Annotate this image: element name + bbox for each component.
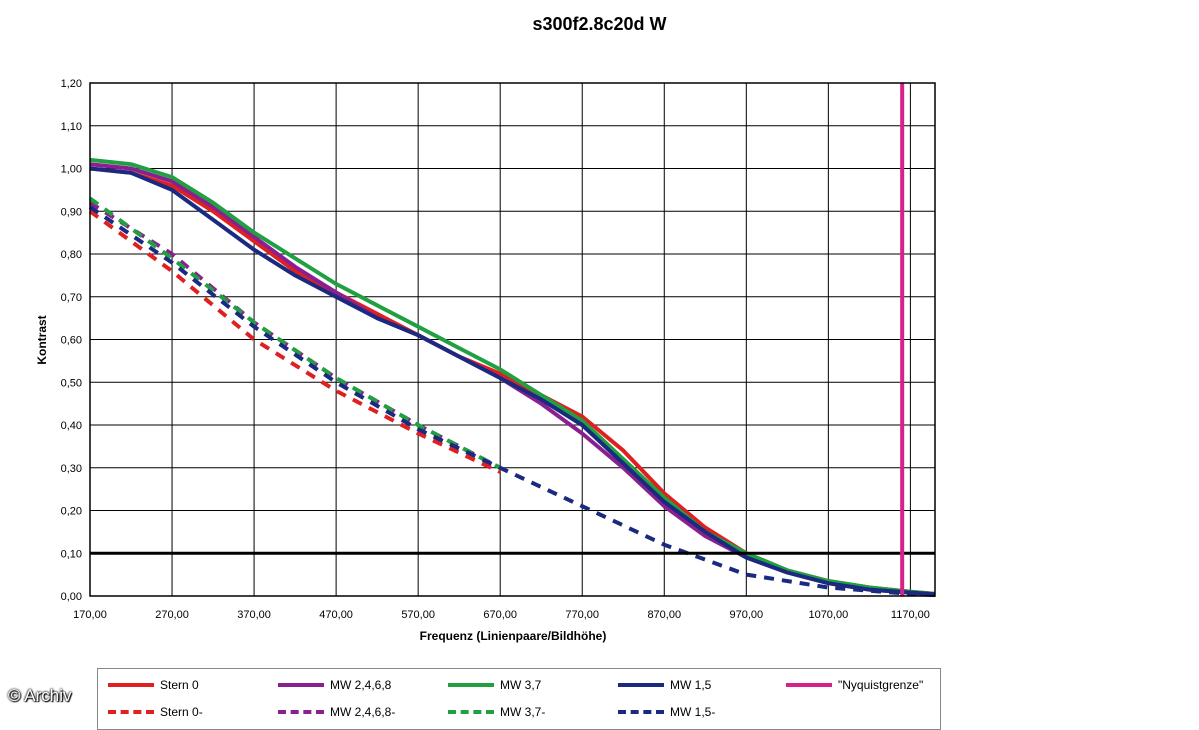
- y-tick-label: 1,00: [61, 164, 82, 176]
- y-tick-label: 0,70: [61, 292, 82, 304]
- legend-swatch: [108, 710, 154, 714]
- legend-label: MW 3,7-: [500, 705, 546, 719]
- series-line: [89, 157, 936, 596]
- y-tick-label: 0,20: [61, 506, 82, 518]
- series-line: [88, 205, 936, 598]
- y-tick-label: 0,50: [61, 377, 82, 389]
- legend-label: Stern 0: [160, 678, 199, 692]
- y-tick-label: 1,20: [61, 78, 82, 90]
- y-axis-label: Kontrast: [35, 315, 49, 364]
- legend-swatch: [108, 683, 154, 687]
- series-line: [88, 209, 502, 474]
- x-tick-label: 670,00: [483, 609, 517, 621]
- legend-label: "Nyquistgrenze": [838, 678, 924, 692]
- legend-label: Stern 0-: [160, 705, 203, 719]
- legend-swatch: [278, 710, 324, 714]
- x-tick-label: 470,00: [319, 609, 353, 621]
- x-tick-label: 270,00: [155, 609, 189, 621]
- legend-item: "Nyquistgrenze": [786, 677, 923, 693]
- y-tick-label: 0,40: [61, 420, 82, 432]
- x-tick-label: 370,00: [237, 609, 271, 621]
- x-tick-label: 570,00: [401, 609, 435, 621]
- x-tick-label: 1070,00: [808, 609, 848, 621]
- legend-item: Stern 0-: [108, 704, 203, 720]
- legend-item: Stern 0: [108, 677, 199, 693]
- x-tick-label: 770,00: [565, 609, 599, 621]
- legend-swatch: [448, 683, 494, 687]
- x-tick-label: 870,00: [647, 609, 681, 621]
- x-axis-label: Frequenz (Linienpaare/Bildhöhe): [420, 629, 607, 643]
- x-tick-label: 170,00: [73, 609, 107, 621]
- legend-label: MW 1,5-: [670, 705, 716, 719]
- legend-item: MW 3,7-: [448, 704, 545, 720]
- legend-item: MW 2,4,6,8-: [278, 704, 395, 720]
- x-tick-label: 970,00: [729, 609, 763, 621]
- legend-swatch: [448, 710, 494, 714]
- legend-label: MW 2,4,6,8-: [330, 705, 396, 719]
- legend-swatch: [786, 683, 832, 687]
- x-tick-label: 1170,00: [891, 609, 930, 621]
- y-tick-label: 0,30: [61, 463, 82, 475]
- legend-item: MW 1,5: [618, 677, 711, 693]
- y-tick-label: 0,00: [61, 591, 82, 603]
- chart-title: s300f2.8c20d W: [532, 14, 667, 34]
- series-line: [88, 196, 502, 470]
- series-line: [89, 166, 936, 596]
- legend-item: MW 1,5-: [618, 704, 715, 720]
- legend-item: MW 3,7: [448, 677, 541, 693]
- plot-frame: [89, 82, 936, 597]
- watermark: © Archiv: [8, 686, 72, 705]
- y-tick-label: 0,60: [61, 335, 82, 347]
- y-tick-label: 0,10: [61, 548, 82, 560]
- series-line: [89, 166, 936, 597]
- legend-label: MW 3,7: [500, 678, 542, 692]
- legend-item: MW 2,4,6,8: [278, 677, 391, 693]
- legend-swatch: [618, 683, 664, 687]
- legend-swatch: [618, 710, 664, 714]
- legend-swatch: [278, 683, 324, 687]
- legend-label: MW 2,4,6,8: [330, 678, 392, 692]
- y-tick-label: 0,90: [61, 206, 82, 218]
- y-tick-label: 1,10: [61, 121, 82, 133]
- legend: Stern 0 MW 2,4,6,8 MW 3,7 MW 1,5 "Nyquis…: [97, 668, 941, 730]
- legend-label: MW 1,5: [670, 678, 712, 692]
- y-tick-label: 0,80: [61, 249, 82, 261]
